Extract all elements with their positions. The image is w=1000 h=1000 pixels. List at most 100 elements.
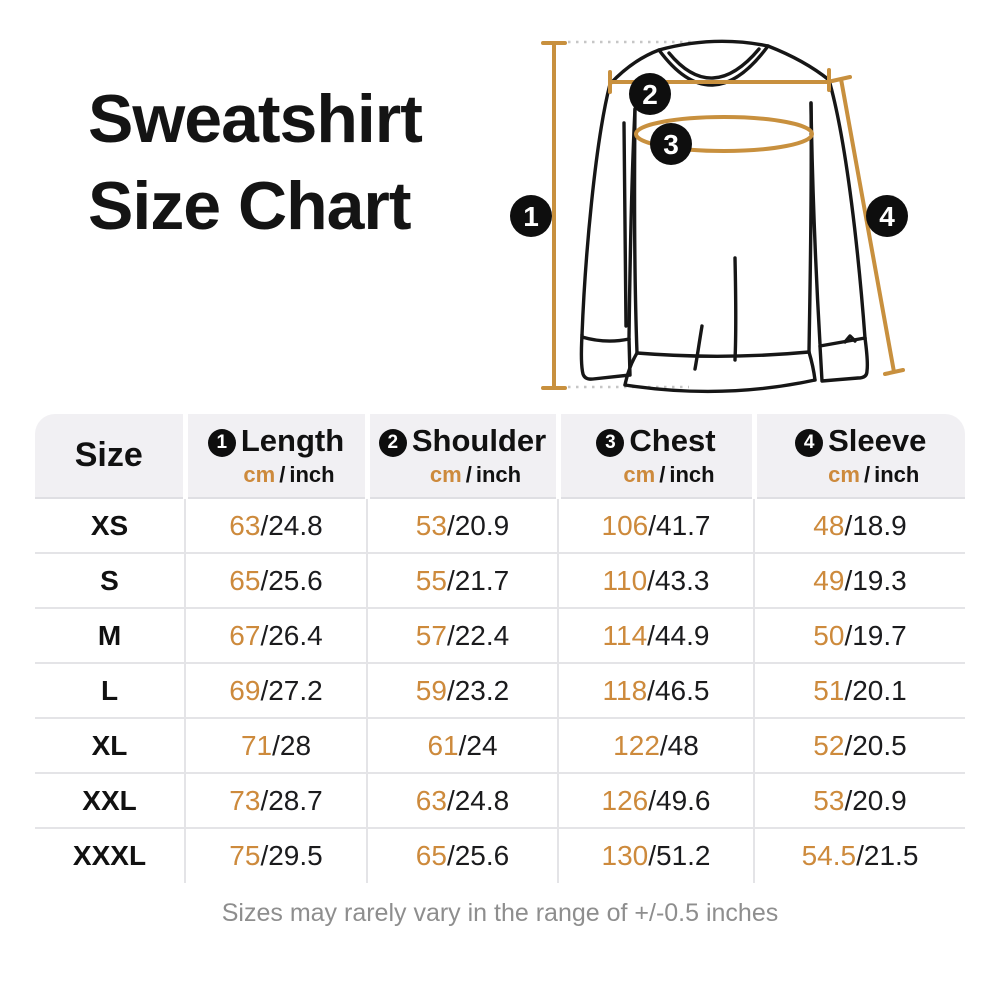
value-inch: /23.2 [446,674,510,706]
value-inch: /29.5 [260,840,323,871]
measurement-cell: 57/22.4 [366,608,558,664]
sleeve-measure-line [830,75,905,376]
table-row: M 67/26.4 57/22.4 114/44.9 50/19.7 [35,608,965,664]
page-title-line1: Sweatshirt [88,81,423,157]
measurement-cell: 54.5/21.5 [753,828,965,883]
unit-cm: cm [623,462,656,487]
measurement-cell: 55/21.7 [366,553,558,609]
page-title-line2: Size Chart [88,168,412,245]
value-inch: /46.5 [647,674,710,706]
column-title: 4 Sleeve [757,423,966,460]
measurement-cell: 50/19.7 [753,608,965,664]
size-header-label: Size [74,436,143,474]
value-cm: 54.5 [801,840,857,871]
measurement-cell: 52/20.5 [753,718,965,774]
table-row: XL 71/28 61/24 122/48 52/20.5 [35,718,965,774]
column-title: 1 Length [188,423,365,460]
value-cm: 69 [229,674,261,706]
table-row: S 65/25.6 55/21.7 110/43.3 49/19.3 [35,553,965,609]
column-number-badge: 3 [596,429,625,457]
marker-1-circle [510,195,552,237]
measure-marker-2: 2 [629,73,671,115]
table-row: XS 63/24.8 53/20.9 106/41.7 48/18.9 [35,498,965,554]
unit-separator: / [279,462,286,487]
measurement-column-header: 4 Sleeve cm / inch [751,414,966,499]
value-inch: /21.7 [446,564,510,596]
measurement-cell: 114/44.9 [557,608,754,664]
value-cm: 63 [415,784,447,816]
value-inch: /27.2 [260,674,323,706]
measurement-lines [541,41,905,390]
value-inch: /25.6 [260,564,323,596]
marker-3-number: 3 [663,129,679,160]
size-label-cell: S [35,553,185,609]
measurement-cell: 63/24.8 [184,498,367,554]
value-inch: /19.3 [844,564,907,596]
value-cm: 114 [602,619,648,651]
table-header-row: Size 1 Length cm / inch 2 Shoulder cm / inch 3… [35,414,966,499]
measurement-column-header: 2 Shoulder cm / inch [364,414,558,499]
value-cm: 71 [240,729,273,761]
marker-4-circle [866,195,908,237]
measurement-column-header: 3 Chest cm / inch [555,414,754,499]
value-cm: 67 [229,619,261,651]
value-cm: 126 [601,784,649,816]
value-cm: 130 [601,840,649,871]
unit-inch: inch [475,462,522,487]
column-label: Shoulder [411,423,547,458]
size-label-cell: XL [35,718,185,774]
column-units: cm / inch [561,462,752,488]
measurement-cell: 48/18.9 [753,498,965,554]
measurement-cell: 73/28.7 [184,773,367,829]
marker-1-number: 1 [523,201,539,232]
value-cm: 110 [602,564,648,596]
value-cm: 106 [601,509,649,541]
column-title: 3 Chest [561,423,752,460]
value-inch: /19.7 [844,619,907,651]
unit-inch: inch [289,462,335,487]
column-label: Chest [629,423,716,458]
sweatshirt-outline [579,39,870,394]
size-label-cell: XXL [35,773,185,829]
value-cm: 65 [229,564,261,596]
value-inch: /18.9 [844,509,907,541]
table-row: XXL 73/28.7 63/24.8 126/49.6 53/20.9 [35,773,965,829]
value-cm: 122 [613,729,660,761]
unit-cm: cm [828,462,860,487]
measurement-cell: 65/25.6 [184,553,367,609]
table-row: L 69/27.2 59/23.2 118/46.5 51/20.1 [35,663,965,719]
unit-inch: inch [669,462,715,487]
column-units: cm / inch [188,462,365,488]
measure-marker-4: 4 [866,195,908,237]
length-measure-line [541,41,567,390]
measurement-cell: 53/20.9 [366,498,558,554]
sweatshirt-diagram: 1 2 3 4 [510,39,908,394]
table-row: XXXL 75/29.5 65/25.6 130/51.2 54.5/21.5 [35,828,965,883]
measurement-cell: 130/51.2 [557,828,754,883]
value-cm: 49 [813,564,845,596]
value-inch: /49.6 [648,784,711,816]
value-cm: 118 [602,674,648,706]
measure-marker-3: 3 [650,123,692,165]
measure-marker-1: 1 [510,195,552,237]
value-inch: /51.2 [648,840,711,871]
measurement-cell: 65/25.6 [366,828,558,883]
value-inch: /24 [458,729,498,761]
value-cm: 53 [813,784,845,816]
unit-separator: / [465,462,472,487]
value-inch: /28.7 [260,784,323,816]
column-title: 2 Shoulder [370,423,556,460]
value-cm: 57 [415,619,447,651]
value-cm: 52 [813,729,845,761]
value-inch: /26.4 [260,619,323,651]
measurement-cell: 51/20.1 [753,663,965,719]
size-label-cell: XXXL [35,828,185,883]
value-inch: /44.9 [647,619,710,651]
measurement-cell: 110/43.3 [557,553,754,609]
value-inch: /20.5 [844,729,907,761]
column-label: Length [240,423,345,458]
value-cm: 53 [415,509,447,541]
unit-inch: inch [874,462,920,487]
value-inch: /21.5 [856,840,919,871]
